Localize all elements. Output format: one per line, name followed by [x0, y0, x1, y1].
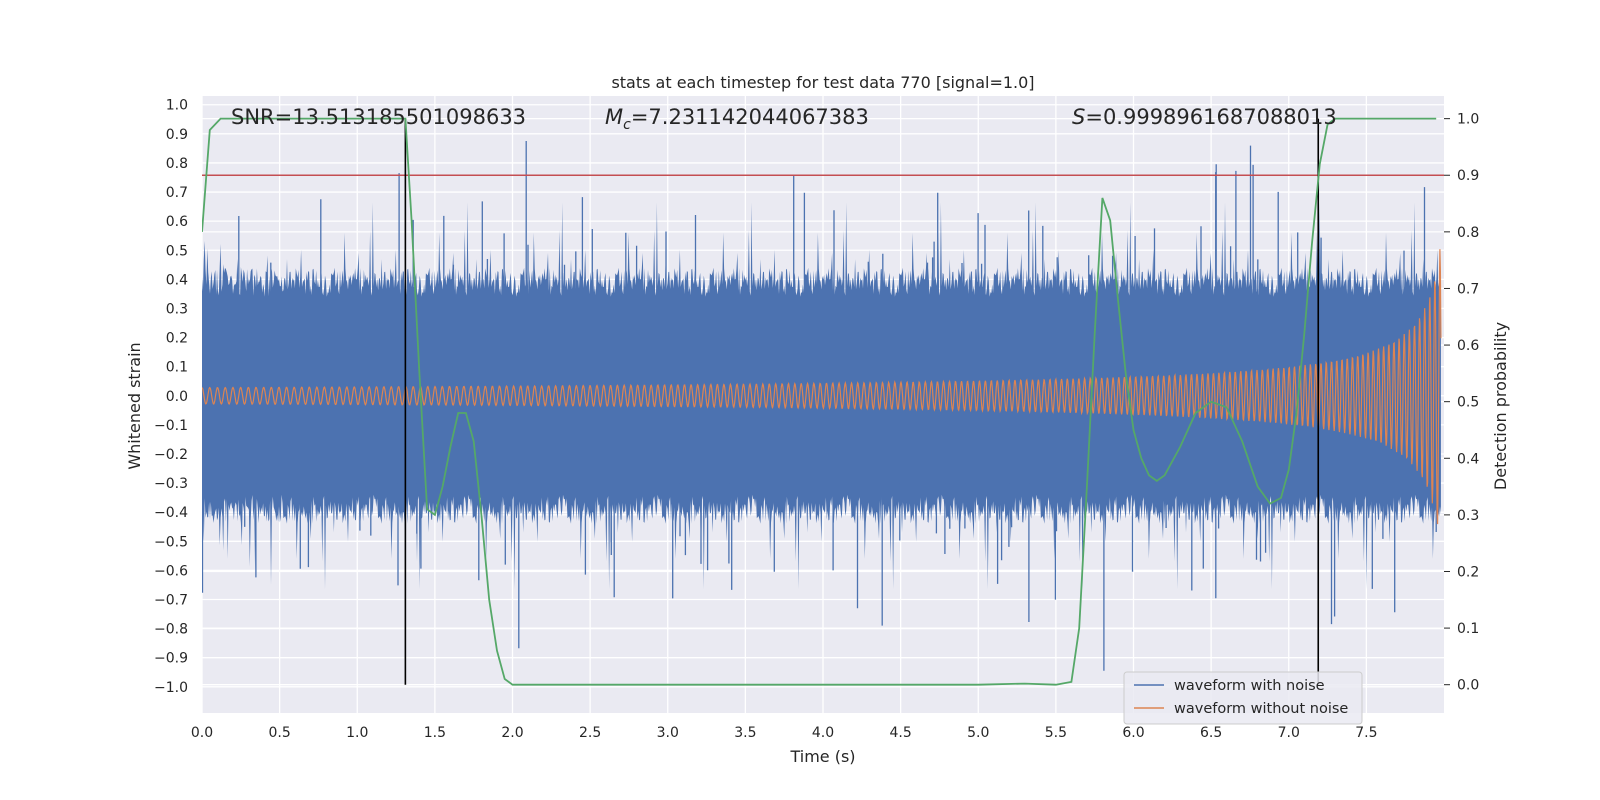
- series-detection-probability: [202, 117, 1437, 686]
- annotation-chirp-mass-value: =7.231142044067383: [631, 105, 869, 129]
- y-right-tick-label: 0.9: [1457, 168, 1479, 184]
- series-waveform-without-noise: [202, 249, 1442, 525]
- legend-box: [1123, 671, 1363, 725]
- legend-label-clean: waveform without noise: [1174, 701, 1348, 717]
- y-right-tick-label: 0.7: [1457, 281, 1479, 297]
- y-left-tick-label: −1.0: [154, 680, 188, 696]
- annotation-s-symbol: S: [1072, 105, 1085, 129]
- plot-marks: [202, 117, 1444, 686]
- y-left-axis-ticks: 1.0 0.9 0.8 0.7 0.6 0.5 0.4 0.3 0.2 0.1 0.0 −0.1 −0.…: [154, 98, 188, 696]
- x-axis-label: Time (s): [789, 747, 855, 766]
- detection-markers: [404, 118, 1320, 685]
- chart-title: stats at each timestep for test data 770…: [611, 73, 1034, 92]
- y-left-tick-label: 0.5: [166, 243, 188, 259]
- y-left-tick-label: 0.7: [166, 185, 188, 201]
- y-right-tick-label: 0.4: [1457, 451, 1479, 467]
- y-left-tick-label: 1.0: [166, 98, 188, 114]
- y-right-tick-label: 0.3: [1457, 508, 1479, 524]
- legend-label-noise: waveform with noise: [1174, 678, 1325, 694]
- annotation-chirp-mass-subscript: c: [623, 117, 631, 133]
- y-right-tick-label: 1.0: [1457, 112, 1479, 128]
- y-left-tick-label: −0.8: [154, 622, 188, 638]
- x-tick-label: 0.5: [268, 725, 290, 741]
- x-tick-label: 1.5: [424, 725, 446, 741]
- x-tick-label: 2.0: [501, 725, 523, 741]
- y-left-tick-label: 0.6: [166, 214, 188, 230]
- x-tick-label: 4.0: [812, 725, 834, 741]
- x-tick-label: 2.5: [579, 725, 601, 741]
- y-left-tick-label: −0.5: [154, 534, 188, 550]
- y-left-tick-label: 0.0: [166, 389, 188, 405]
- y-left-tick-label: −0.4: [154, 505, 188, 521]
- y-right-tick-label: 0.1: [1457, 621, 1479, 637]
- y-left-tick-label: −0.7: [154, 592, 188, 608]
- y-left-tick-label: −0.9: [154, 651, 188, 667]
- y-right-axis-ticks: 1.0 0.9 0.8 0.7 0.6 0.5 0.4 0.3 0.2 0.1 0.0: [1444, 112, 1479, 694]
- y-left-tick-label: 0.4: [166, 272, 188, 288]
- x-tick-label: 1.0: [346, 725, 368, 741]
- y-left-tick-label: 0.2: [166, 331, 188, 347]
- y-left-tick-label: −0.1: [154, 418, 188, 434]
- y-left-tick-label: −0.6: [154, 563, 188, 579]
- y-left-tick-label: −0.3: [154, 476, 188, 492]
- x-tick-label: 4.5: [889, 725, 911, 741]
- x-tick-label: 6.0: [1122, 725, 1144, 741]
- y-left-tick-label: 0.9: [166, 127, 188, 143]
- y-right-tick-label: 0.0: [1457, 678, 1479, 694]
- y-right-tick-label: 0.5: [1457, 395, 1479, 411]
- y-left-tick-label: 0.3: [166, 301, 188, 317]
- x-tick-label: 0.0: [191, 725, 213, 741]
- x-tick-label: 3.0: [657, 725, 679, 741]
- x-tick-label: 3.5: [734, 725, 756, 741]
- y-left-axis-label: Whitened strain: [125, 342, 144, 469]
- x-tick-label: 5.5: [1045, 725, 1067, 741]
- annotation-snr: SNR=13.513185501098633: [231, 105, 526, 129]
- y-left-tick-label: 0.8: [166, 156, 188, 172]
- x-tick-label: 5.0: [967, 725, 989, 741]
- annotation-s: S=0.9998961687088013: [1072, 105, 1337, 129]
- y-right-tick-label: 0.6: [1457, 338, 1479, 354]
- x-tick-label: 6.5: [1200, 725, 1222, 741]
- y-left-tick-label: −0.2: [154, 447, 188, 463]
- legend: waveform with noise waveform without noi…: [1123, 671, 1363, 725]
- y-right-axis-label: Detection probability: [1491, 322, 1510, 490]
- x-tick-label: 7.0: [1278, 725, 1300, 741]
- x-axis-ticks: 0.0 0.5 1.0 1.5 2.0 2.5 3.0 3.5 4.0 4.5 5.0 5.5 6.0 6…: [191, 725, 1378, 741]
- annotation-chirp-mass: Mc=7.231142044067383: [605, 105, 869, 133]
- y-left-tick-label: 0.1: [166, 360, 188, 376]
- annotation-chirp-mass-symbol: M: [605, 105, 623, 129]
- x-tick-label: 7.5: [1355, 725, 1377, 741]
- annotation-s-value: =0.9998961687088013: [1085, 105, 1336, 129]
- y-right-tick-label: 0.2: [1457, 564, 1479, 580]
- y-right-tick-label: 0.8: [1457, 225, 1479, 241]
